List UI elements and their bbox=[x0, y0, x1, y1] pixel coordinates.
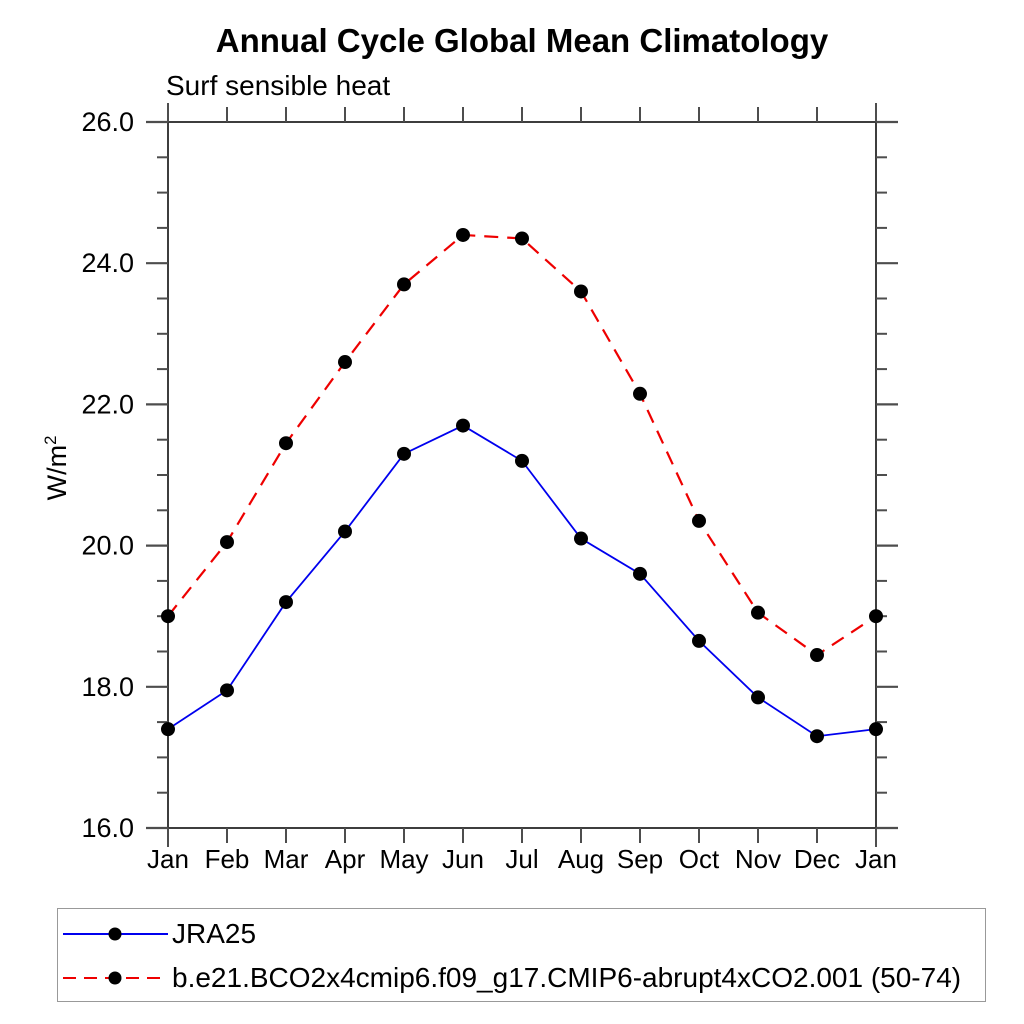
data-point-marker bbox=[869, 722, 883, 737]
plot-area: 16.0 18.0 20.0 22.0 24.0 26.0 Jan Feb Mar Apr May J… bbox=[81, 103, 898, 874]
data-point-marker bbox=[515, 231, 529, 246]
series-line-1 bbox=[167, 233, 877, 657]
data-point-marker bbox=[751, 605, 765, 620]
x-tick-label: Jan bbox=[147, 844, 189, 874]
legend-entry-1: b.e21.BCO2x4cmip6.f09_g17.CMIP6-abrupt4x… bbox=[62, 962, 962, 993]
data-point-marker bbox=[397, 446, 411, 461]
data-point-marker bbox=[456, 418, 470, 433]
data-point-marker bbox=[515, 453, 529, 468]
data-point-marker bbox=[161, 609, 175, 624]
data-point-marker bbox=[633, 386, 647, 401]
x-tick-label: Mar bbox=[264, 844, 309, 874]
legend-line-sample bbox=[63, 927, 168, 941]
data-point-marker bbox=[810, 729, 824, 744]
x-tick-label: May bbox=[379, 844, 428, 874]
data-point-marker bbox=[692, 633, 706, 648]
legend-entry-0: JRA25 bbox=[62, 918, 257, 949]
data-point-marker bbox=[692, 513, 706, 528]
data-point-marker bbox=[574, 284, 588, 299]
x-tick-label: Nov bbox=[735, 844, 781, 874]
data-point-marker bbox=[397, 277, 411, 292]
chart-title: Annual Cycle Global Mean Climatology bbox=[215, 22, 829, 59]
data-point-marker bbox=[220, 683, 234, 698]
y-tick-label: 16.0 bbox=[81, 813, 134, 843]
x-tick-label: Feb bbox=[205, 844, 250, 874]
data-point-marker bbox=[338, 355, 352, 370]
x-tick-label: Aug bbox=[558, 844, 604, 874]
data-point-marker bbox=[633, 566, 647, 581]
x-tick-label: Jul bbox=[505, 844, 538, 874]
data-point-marker bbox=[751, 690, 765, 705]
legend: JRA25 b.e21.BCO2x4cmip6.f09_g17.CMIP6-abr… bbox=[57, 908, 986, 1002]
data-point-marker bbox=[574, 531, 588, 546]
chart-subtitle: Surf sensible heat bbox=[166, 70, 391, 101]
legend-marker-icon bbox=[108, 927, 122, 941]
y-tick-label: 20.0 bbox=[81, 531, 134, 561]
y-tick-label: 24.0 bbox=[81, 248, 134, 278]
legend-line-sample bbox=[63, 971, 168, 985]
x-tick-label: Jun bbox=[442, 844, 484, 874]
data-point-marker bbox=[220, 535, 234, 550]
data-point-marker bbox=[279, 436, 293, 451]
x-tick-label: Dec bbox=[794, 844, 840, 874]
data-point-marker bbox=[279, 595, 293, 610]
x-tick-label: Jan bbox=[855, 844, 897, 874]
data-point-marker bbox=[810, 648, 824, 663]
plot-frame bbox=[167, 121, 877, 829]
x-tick-label: Oct bbox=[679, 844, 720, 874]
x-tick-label: Apr bbox=[325, 844, 366, 874]
data-point-marker bbox=[456, 227, 470, 242]
series-line-0 bbox=[167, 424, 877, 738]
legend-label: b.e21.BCO2x4cmip6.f09_g17.CMIP6-abrupt4x… bbox=[172, 962, 962, 993]
legend-label: JRA25 bbox=[172, 918, 257, 949]
data-point-marker bbox=[161, 722, 175, 737]
y-tick-label: 26.0 bbox=[81, 107, 134, 137]
x-tick-label: Sep bbox=[617, 844, 663, 874]
y-tick-label: 18.0 bbox=[81, 672, 134, 702]
data-point-marker bbox=[338, 524, 352, 539]
legend-marker-icon bbox=[108, 971, 122, 985]
data-point-marker bbox=[869, 609, 883, 624]
y-tick-label: 22.0 bbox=[81, 389, 134, 419]
